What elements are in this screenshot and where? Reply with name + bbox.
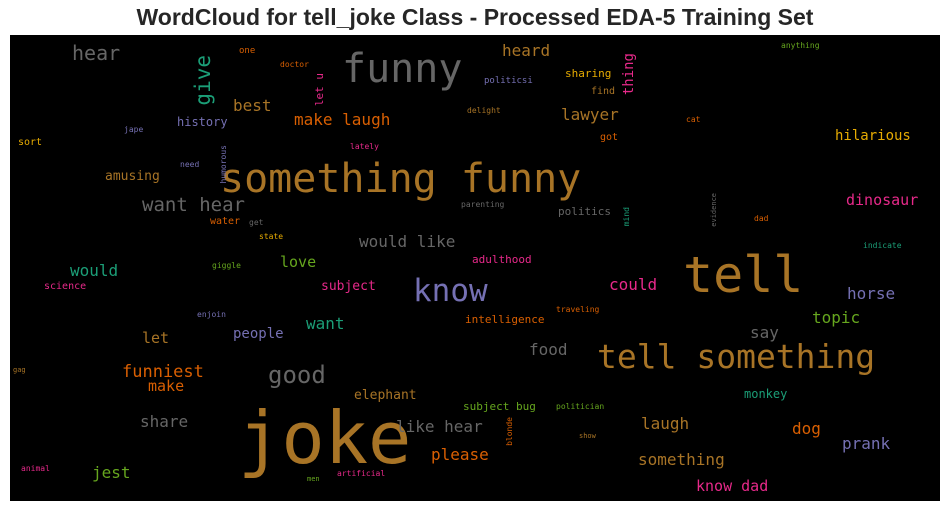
word-36: something xyxy=(638,450,725,469)
word-29: make xyxy=(148,377,185,395)
word-52: science xyxy=(44,281,87,292)
chart-title: WordCloud for tell_joke Class - Processe… xyxy=(136,4,814,30)
word-54: doctor xyxy=(280,60,309,69)
word-48: find xyxy=(591,86,616,97)
word-59: lately xyxy=(350,142,379,151)
word-43: subject bug xyxy=(463,400,536,413)
word-9: hear xyxy=(72,41,121,65)
word-41: subject xyxy=(321,279,376,294)
word-25: let xyxy=(142,329,170,347)
word-77: anything xyxy=(781,41,820,50)
word-67: giggle xyxy=(212,261,241,270)
word-28: funniest xyxy=(122,362,204,382)
word-7: want hear xyxy=(142,194,245,216)
word-3: tell something xyxy=(597,337,876,376)
word-21: horse xyxy=(847,284,896,303)
word-51: sort xyxy=(18,137,43,148)
word-11: make laugh xyxy=(294,110,391,129)
word-79: evidence xyxy=(710,193,718,227)
word-45: intelligence xyxy=(465,313,545,326)
word-10: thing xyxy=(621,53,637,96)
word-38: know dad xyxy=(696,477,769,495)
word-75: men xyxy=(307,475,320,483)
word-18: would xyxy=(70,261,119,280)
word-37: jest xyxy=(92,463,131,482)
word-16: dinosaur xyxy=(846,191,919,209)
word-33: dog xyxy=(792,419,821,438)
word-50: got xyxy=(600,132,619,143)
word-23: want xyxy=(306,314,345,333)
word-47: sharing xyxy=(565,67,612,80)
word-39: amusing xyxy=(105,169,160,184)
word-74: animal xyxy=(21,464,50,473)
word-26: people xyxy=(233,326,284,342)
word-2: tell xyxy=(683,246,804,304)
word-69: traveling xyxy=(556,305,600,314)
word-19: love xyxy=(280,253,317,271)
word-73: show xyxy=(579,432,596,440)
word-49: politics xyxy=(558,205,611,218)
word-17: would like xyxy=(359,232,456,251)
word-61: need xyxy=(180,160,200,169)
word-80: dad xyxy=(754,214,769,223)
word-81: indicate xyxy=(863,241,902,250)
word-71: politician xyxy=(556,402,605,411)
word-53: one xyxy=(239,46,256,56)
word-57: delight xyxy=(467,106,501,115)
word-76: artificial xyxy=(337,469,386,478)
word-62: humorous xyxy=(219,145,228,184)
word-8: give xyxy=(191,55,215,106)
word-22: topic xyxy=(812,308,861,327)
word-78: mind xyxy=(622,207,631,227)
word-64: get xyxy=(249,218,264,227)
word-35: please xyxy=(431,445,489,464)
word-4: funny xyxy=(342,46,463,92)
word-60: jape xyxy=(124,125,144,134)
word-68: enjoin xyxy=(197,310,226,319)
word-34: prank xyxy=(842,434,891,453)
word-42: elephant xyxy=(354,388,417,403)
word-0: joke xyxy=(238,396,412,480)
word-5: know xyxy=(413,273,488,309)
word-70: gag xyxy=(13,366,26,374)
word-30: share xyxy=(140,412,189,431)
word-20: could xyxy=(609,275,658,294)
word-14: heard xyxy=(502,41,551,60)
wordcloud-canvas: joke something funny tell tell something fun… xyxy=(10,35,940,501)
word-72: blonde xyxy=(505,417,514,446)
word-55: let u xyxy=(313,73,326,107)
word-31: like hear xyxy=(396,417,483,436)
word-58: cat xyxy=(686,115,701,124)
word-13: lawyer xyxy=(561,105,619,124)
word-56: politicsi xyxy=(484,76,533,86)
word-32: laugh xyxy=(641,414,690,433)
word-65: state xyxy=(259,232,284,241)
word-63: water xyxy=(210,216,241,227)
word-12: best xyxy=(233,96,272,115)
word-24: say xyxy=(750,323,779,342)
word-1: something funny xyxy=(220,156,582,202)
word-66: parenting xyxy=(461,200,505,209)
word-27: food xyxy=(529,340,568,359)
word-46: adulthood xyxy=(472,253,532,266)
word-44: monkey xyxy=(744,387,788,401)
word-6: good xyxy=(268,361,326,389)
word-15: hilarious xyxy=(835,128,911,144)
word-40: history xyxy=(177,115,228,129)
